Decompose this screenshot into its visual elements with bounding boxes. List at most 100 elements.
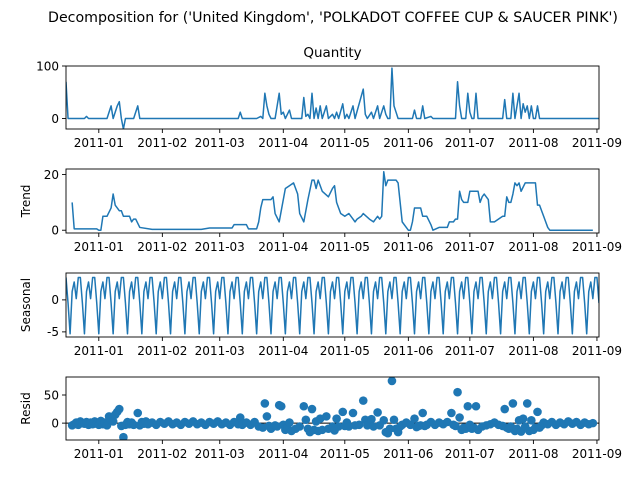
x-tick-label: 2011-05: [320, 344, 370, 358]
panel-trend: Trend 0 20 2011-01 2011-02 2011-03 2011-04 2011…: [19, 168, 622, 254]
resid-point: [295, 422, 305, 431]
series-line-trend: [71, 171, 593, 231]
x-tick-label: 2011-03: [195, 344, 245, 358]
series-line-observed: [66, 67, 599, 129]
resid-point: [260, 399, 270, 408]
x-tick-label: 2011-09: [572, 240, 622, 254]
resid-point: [235, 413, 245, 422]
resid-point: [307, 404, 317, 414]
x-tick-label: 2011-04: [258, 344, 308, 358]
y-tick-label: 50: [44, 388, 59, 402]
x-tick-label: 2011-02: [137, 240, 187, 254]
y-tick-label: 100: [36, 59, 59, 73]
y-tick-label: 0: [51, 293, 59, 307]
plot-area-trend: [71, 171, 593, 231]
resid-point: [471, 401, 481, 411]
x-tick-label: 2011-07: [445, 240, 495, 254]
x-tick-label: 2011-08: [508, 447, 558, 461]
plot-area-observed: [66, 67, 599, 129]
resid-point: [367, 414, 376, 424]
y-tick-label: 20: [44, 168, 59, 182]
resid-point: [322, 412, 331, 421]
resid-point: [133, 408, 143, 418]
resid-point: [389, 415, 399, 425]
x-tick-label: 2011-07: [445, 136, 495, 150]
plot-area-resid: [66, 377, 599, 440]
x-tick-label: 2011-06: [383, 344, 433, 358]
x-tick-label: 2011-09: [572, 447, 622, 461]
axes-frame-observed: [65, 65, 600, 130]
resid-point: [285, 418, 294, 427]
y-tick-label: 0: [51, 416, 59, 430]
x-tick-label: 2011-04: [258, 447, 308, 461]
resid-point: [348, 408, 358, 418]
resid-point: [451, 421, 460, 431]
series-line-seasonal: [66, 276, 599, 335]
x-tick-label: 2011-08: [508, 136, 558, 150]
x-tick-label: 2011-08: [508, 240, 558, 254]
resid-point: [354, 420, 364, 430]
resid-point: [387, 377, 397, 386]
resid-point: [588, 418, 598, 428]
x-tick-label: 2011-01: [74, 136, 124, 150]
x-tick-label: 2011-03: [195, 447, 245, 461]
x-tick-label: 2011-06: [383, 447, 433, 461]
resid-point: [379, 416, 389, 425]
x-tick-label: 2011-09: [572, 344, 622, 358]
resid-point: [418, 408, 428, 418]
panel-title-observed: Quantity: [303, 45, 361, 61]
axes-frame-trend: [65, 168, 600, 234]
resid-point: [358, 396, 368, 405]
x-tick-label: 2011-05: [320, 240, 370, 254]
resid-point: [463, 401, 473, 411]
resid-point: [447, 408, 456, 418]
x-tick-label: 2011-06: [383, 136, 433, 150]
x-tick-label: 2011-04: [258, 136, 308, 150]
resid-point: [334, 422, 343, 431]
axes-frame-seasonal: [65, 272, 600, 338]
y-axis-label-resid: Resid: [19, 392, 33, 424]
y-axis-label-trend: Trend: [19, 185, 33, 219]
x-tick-label: 2011-03: [195, 240, 245, 254]
y-tick-label: -5: [47, 325, 59, 339]
resid-point: [385, 424, 395, 434]
resid-point: [522, 399, 532, 408]
y-axis-label-seasonal: Seasonal: [19, 278, 33, 332]
x-tick-label: 2011-02: [137, 447, 187, 461]
resid-point: [518, 414, 528, 423]
axes-frame-resid: [65, 376, 600, 441]
panel-resid: Resid 0 50 2011-01 2011-02 2011-03 2011-04 2011…: [19, 376, 622, 461]
figure-title: Decomposition for ('United Kingdom', 'PO…: [48, 10, 618, 26]
resid-point: [373, 408, 382, 417]
resid-point: [299, 401, 309, 411]
x-tick-label: 2011-09: [572, 136, 622, 150]
x-tick-label: 2011-01: [74, 344, 124, 358]
x-tick-label: 2011-05: [320, 136, 370, 150]
x-tick-label: 2011-01: [74, 240, 124, 254]
resid-point: [301, 415, 311, 425]
y-tick-label: 0: [51, 224, 59, 238]
resid-point: [119, 432, 128, 440]
x-tick-label: 2011-06: [383, 240, 433, 254]
resid-point: [108, 417, 118, 426]
resid-point: [453, 387, 462, 397]
resid-point: [262, 412, 272, 421]
x-tick-label: 2011-07: [445, 447, 495, 461]
x-tick-label: 2011-02: [137, 344, 187, 358]
y-tick-label: 0: [51, 112, 59, 126]
panel-seasonal: Seasonal -5 0 2011-01 2011-02 2011-03 2011-04 2…: [19, 272, 622, 358]
resid-point: [410, 414, 419, 423]
x-tick-label: 2011-08: [508, 344, 558, 358]
resid-point: [527, 416, 536, 425]
resid-point: [500, 404, 510, 414]
resid-point: [332, 414, 341, 423]
panel-observed: Quantity 0 100 2011-01 2011-02 2011-03 2011-04…: [36, 45, 622, 150]
resid-point: [276, 401, 286, 411]
resid-point: [129, 420, 138, 430]
resid-point: [338, 407, 348, 417]
resid-point: [533, 407, 542, 417]
resid-point: [115, 404, 124, 414]
x-tick-label: 2011-05: [320, 447, 370, 461]
x-tick-label: 2011-04: [258, 240, 308, 254]
